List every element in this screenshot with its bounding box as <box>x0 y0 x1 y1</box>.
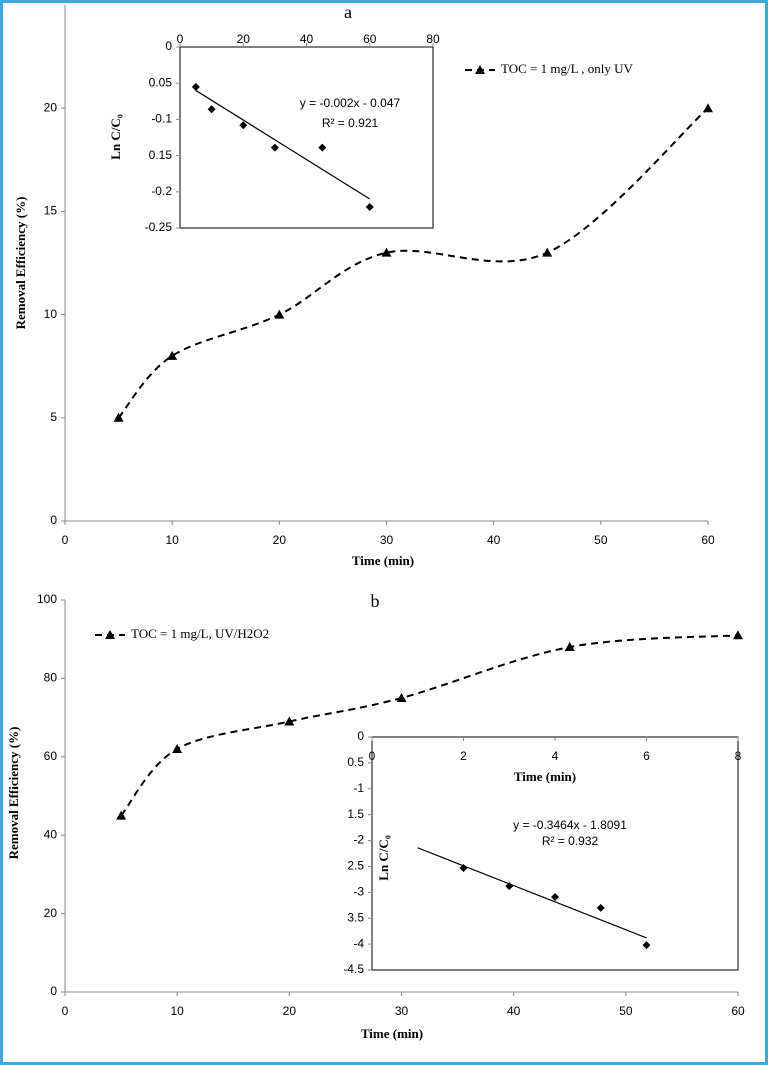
panel-title: a <box>344 2 352 22</box>
y-tick-label: 80 <box>44 671 58 685</box>
x-axis-label: Time (min) <box>352 553 414 568</box>
y-axis-label: Ln C/C₀ <box>376 835 391 881</box>
x-tick-label: 20 <box>283 1004 297 1018</box>
point <box>459 863 468 872</box>
x-tick-label: 8 <box>735 749 742 763</box>
point <box>596 903 605 912</box>
y-tick-label: -4.5 <box>343 962 364 976</box>
x-tick-label: 40 <box>487 533 501 547</box>
x-tick-label: 6 <box>643 749 650 763</box>
y-tick-label: -0.1 <box>151 112 172 126</box>
x-tick-label: 0 <box>62 1004 69 1018</box>
point <box>365 203 374 212</box>
trendline <box>195 89 371 200</box>
y-tick-label: 5 <box>50 410 57 424</box>
annotation: y = -0.002x - 0.047 <box>300 96 401 110</box>
y-tick-label: 0 <box>50 984 57 998</box>
y-tick-label: 20 <box>44 906 58 920</box>
y-axis-label: Removal Efficiency (%) <box>6 727 21 860</box>
y-tick-label: 15 <box>44 204 58 218</box>
y-tick-label: -2 <box>353 833 364 847</box>
point <box>551 892 559 901</box>
y-tick-label: 0 <box>357 729 364 743</box>
annotation: R² = 0.921 <box>322 116 379 130</box>
inset-box <box>179 46 434 229</box>
annotation: R² = 0.932 <box>542 834 599 848</box>
point <box>396 693 407 702</box>
y-tick-label: 60 <box>44 749 58 763</box>
y-axis-label: Removal Efficiency (%) <box>13 197 28 330</box>
y-tick-label: 100 <box>37 592 57 606</box>
y-tick-label: 1.5 <box>347 807 364 821</box>
point <box>733 630 743 640</box>
point <box>116 810 127 820</box>
x-tick-label: 50 <box>594 533 608 547</box>
point <box>381 247 392 257</box>
point <box>703 103 713 113</box>
y-tick-label: 2.5 <box>347 859 364 873</box>
y-tick-label: 0.15 <box>149 148 173 162</box>
panel-title: b <box>371 591 380 611</box>
x-tick-label: 0 <box>177 32 184 46</box>
y-tick-label: -3 <box>353 885 364 899</box>
point <box>542 247 553 257</box>
point <box>505 882 514 891</box>
y-tick-label: 3.5 <box>347 910 364 924</box>
annotation: y = -0.3464x - 1.8091 <box>513 818 627 832</box>
y-tick-label: 0.05 <box>149 75 173 89</box>
series-line <box>117 107 709 419</box>
x-tick-label: 80 <box>426 32 440 46</box>
x-tick-label: 2 <box>460 749 467 763</box>
y-tick-label: -0.2 <box>151 184 172 198</box>
x-tick-label: 0 <box>62 533 69 547</box>
x-tick-label: 10 <box>165 533 179 547</box>
point <box>113 412 124 422</box>
point <box>642 941 651 950</box>
y-tick-label: -4 <box>353 936 364 950</box>
x-tick-label: 20 <box>273 533 287 547</box>
y-tick-label: 0 <box>165 39 172 53</box>
y-tick-label: 0 <box>50 513 57 527</box>
x-tick-label: 60 <box>701 533 715 547</box>
point <box>270 143 279 152</box>
x-tick-label: 40 <box>300 32 314 46</box>
x-tick-label: 30 <box>395 1004 409 1018</box>
x-tick-label: 60 <box>731 1004 745 1018</box>
legend-label: TOC = 1 mg/L, UV/H2O2 <box>131 626 269 641</box>
point <box>564 642 575 652</box>
legend-label: TOC = 1 mg/L , only UV <box>501 61 634 76</box>
x-axis-label: Time (min) <box>514 769 576 784</box>
y-tick-label: -1 <box>353 781 364 795</box>
y-tick-label: 20 <box>44 100 58 114</box>
point <box>207 105 216 114</box>
x-tick-label: 10 <box>170 1004 184 1018</box>
legend-marker <box>475 65 485 74</box>
y-axis-label: Ln C/C₀ <box>108 114 123 160</box>
x-axis-label: Time (min) <box>361 1026 423 1041</box>
point <box>191 82 200 91</box>
y-tick-label: 10 <box>44 307 58 321</box>
point <box>172 743 183 753</box>
y-tick-label: 40 <box>44 827 58 841</box>
x-tick-label: 30 <box>380 533 394 547</box>
x-tick-label: 40 <box>507 1004 521 1018</box>
point <box>167 350 178 360</box>
x-tick-label: 60 <box>363 32 377 46</box>
x-tick-label: 50 <box>619 1004 633 1018</box>
legend-marker <box>105 630 115 639</box>
trendline <box>417 847 647 939</box>
x-tick-label: 20 <box>237 32 251 46</box>
point <box>284 716 295 726</box>
point <box>318 143 327 152</box>
point <box>239 121 248 130</box>
x-tick-label: 4 <box>552 749 559 763</box>
x-tick-label: 0 <box>369 749 376 763</box>
y-tick-label: -0.25 <box>145 220 173 234</box>
y-tick-label: 0.5 <box>347 755 364 769</box>
point <box>274 309 285 319</box>
